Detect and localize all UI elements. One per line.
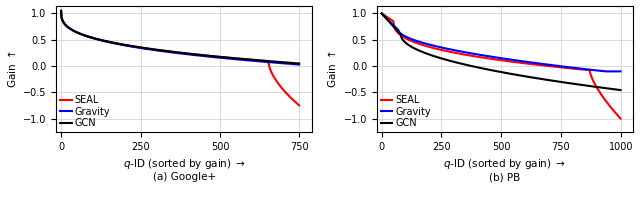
Title: (b) PB: (b) PB (489, 172, 520, 183)
GCN (617, 89, 625, 91)
Y-axis label: Gain $\uparrow$: Gain $\uparrow$ (326, 50, 338, 88)
GCN (378, 12, 385, 15)
GCN (568, 82, 576, 85)
SEAL (136, 46, 144, 49)
Line: Gravity: Gravity (61, 11, 299, 65)
SEAL (483, 57, 491, 59)
SEAL (164, 50, 172, 53)
Gravity (564, 66, 572, 69)
Gravity (602, 70, 609, 73)
GCN (246, 58, 253, 61)
SEAL (295, 104, 303, 107)
Title: (a) Google+: (a) Google+ (153, 172, 216, 183)
GCN (196, 54, 204, 56)
Gravity (164, 51, 172, 53)
Gravity (246, 59, 253, 62)
SEAL (57, 10, 65, 12)
GCN (542, 78, 550, 81)
Gravity (542, 63, 550, 66)
GCN (564, 82, 572, 84)
X-axis label: $q$-ID (sorted by gain) $\rightarrow$: $q$-ID (sorted by gain) $\rightarrow$ (123, 157, 246, 171)
Line: GCN: GCN (381, 13, 621, 90)
Gravity (136, 47, 144, 49)
Line: SEAL: SEAL (381, 13, 621, 118)
Gravity (568, 66, 576, 69)
Gravity (102, 40, 110, 43)
SEAL (564, 67, 572, 69)
Gravity (402, 35, 410, 38)
SEAL (209, 55, 216, 57)
SEAL (568, 67, 576, 70)
GCN (102, 40, 110, 43)
X-axis label: $q$-ID (sorted by gain) $\rightarrow$: $q$-ID (sorted by gain) $\rightarrow$ (444, 157, 566, 171)
GCN (474, 66, 482, 69)
GCN (209, 55, 216, 57)
Gravity (483, 55, 491, 57)
SEAL (542, 64, 550, 67)
Gravity (57, 10, 65, 12)
Gravity (295, 63, 303, 66)
SEAL (196, 54, 204, 56)
SEAL (474, 55, 482, 58)
Y-axis label: Gain $\uparrow$: Gain $\uparrow$ (6, 50, 17, 88)
Line: SEAL: SEAL (61, 11, 299, 105)
Gravity (617, 70, 625, 73)
Gravity (378, 12, 385, 15)
GCN (402, 42, 410, 44)
SEAL (246, 58, 253, 61)
GCN (164, 50, 172, 53)
Gravity (474, 53, 482, 56)
Legend: SEAL, Gravity, GCN: SEAL, Gravity, GCN (380, 94, 432, 129)
Legend: SEAL, Gravity, GCN: SEAL, Gravity, GCN (60, 94, 111, 129)
SEAL (378, 12, 385, 15)
Gravity (196, 54, 204, 57)
Line: Gravity: Gravity (381, 13, 621, 71)
GCN (295, 62, 303, 65)
SEAL (402, 37, 410, 40)
SEAL (617, 117, 625, 120)
Line: GCN: GCN (61, 11, 299, 63)
Gravity (209, 56, 216, 58)
GCN (136, 46, 144, 49)
SEAL (102, 40, 110, 43)
GCN (57, 10, 65, 12)
GCN (483, 68, 491, 71)
